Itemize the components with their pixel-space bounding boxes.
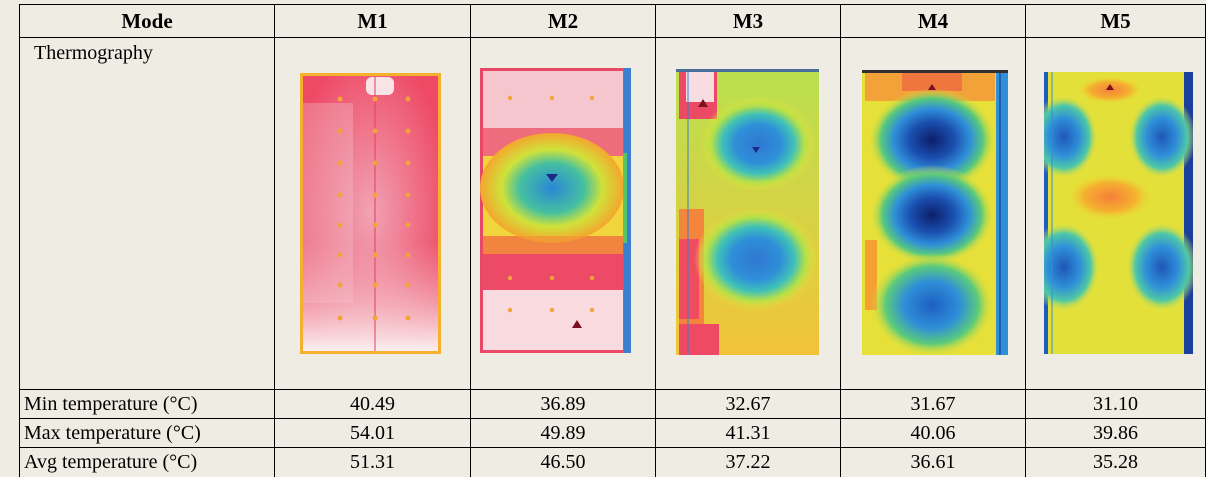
header-m2: M2 bbox=[471, 5, 655, 37]
max-m1: 54.01 bbox=[350, 422, 395, 444]
header-m4: M4 bbox=[841, 5, 1025, 37]
thermal-image-m3 bbox=[676, 69, 819, 355]
min-m4: 31.67 bbox=[910, 393, 956, 415]
min-m5: 31.10 bbox=[1093, 393, 1138, 415]
column-divider bbox=[470, 4, 471, 477]
table-border-left bbox=[19, 4, 20, 477]
avg-m1: 51.31 bbox=[350, 451, 395, 473]
min-m2: 36.89 bbox=[540, 393, 586, 415]
max-m2: 49.89 bbox=[540, 422, 586, 444]
table-row-divider bbox=[19, 418, 1205, 419]
thermal-image-m4 bbox=[862, 70, 1008, 355]
avg-m4: 36.61 bbox=[910, 451, 956, 473]
thermal-image-m5 bbox=[1044, 72, 1193, 354]
avg-m3: 37.22 bbox=[725, 451, 771, 473]
row-label-min: Min temperature (°C) bbox=[24, 393, 198, 415]
column-divider bbox=[840, 4, 841, 477]
column-divider bbox=[655, 4, 656, 477]
max-m4: 40.06 bbox=[910, 422, 956, 444]
row-label-max: Max temperature (°C) bbox=[24, 422, 201, 444]
thermal-image-m1 bbox=[300, 73, 441, 354]
header-mode: Mode bbox=[20, 5, 274, 37]
column-divider bbox=[1025, 4, 1026, 477]
row-label-avg: Avg temperature (°C) bbox=[24, 451, 198, 473]
thermal-image-m2 bbox=[480, 68, 631, 353]
max-m3: 41.31 bbox=[725, 422, 771, 444]
header-m5: M5 bbox=[1026, 5, 1205, 37]
header-m1: M1 bbox=[275, 5, 470, 37]
column-divider bbox=[274, 4, 275, 477]
table-border-top bbox=[19, 4, 1205, 5]
avg-m5: 35.28 bbox=[1093, 451, 1138, 473]
table-row-divider bbox=[19, 389, 1205, 390]
min-m3: 32.67 bbox=[725, 393, 771, 415]
min-m1: 40.49 bbox=[350, 393, 395, 415]
header-m3: M3 bbox=[656, 5, 840, 37]
table-header-divider bbox=[19, 37, 1205, 38]
table-row-divider bbox=[19, 447, 1205, 448]
thermography-label: Thermography bbox=[34, 42, 153, 64]
avg-m2: 46.50 bbox=[540, 451, 586, 473]
max-m5: 39.86 bbox=[1093, 422, 1138, 444]
